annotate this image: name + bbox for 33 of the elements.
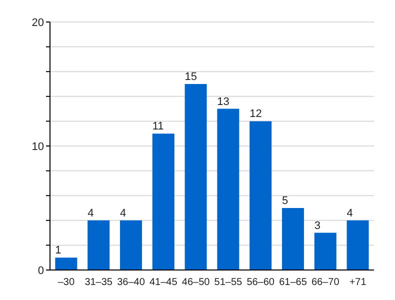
x-tick-label: 61–65 [279,277,308,288]
y-tick-label: 10 [32,140,44,153]
data-label: 4 [346,207,353,220]
data-label: 12 [250,108,262,120]
data-label: 11 [152,120,164,133]
x-tick-label: 56–60 [246,277,275,288]
bar [152,134,174,270]
x-tick-label: 51–55 [214,277,243,288]
data-label: 1 [55,244,62,257]
data-label: 13 [217,96,230,108]
x-tick-label: 31–35 [84,277,113,288]
data-label: 4 [88,207,94,220]
bar [184,84,207,270]
data-label: 4 [120,207,126,220]
bar [250,121,272,270]
bar [314,232,336,270]
data-label: 5 [282,195,288,207]
bar [120,220,142,270]
data-label: 3 [314,220,321,232]
y-tick-label: 0 [38,264,44,277]
bar [346,220,369,270]
x-tick-label: –30 [58,277,75,288]
x-tick-label: 36–40 [117,277,146,288]
x-tick-label: 46–50 [182,277,210,288]
x-tick-label: 41–45 [149,277,178,288]
bar [217,108,240,270]
y-tick-label: 20 [32,16,44,29]
x-tick-label: +71 [349,277,367,288]
data-label: 15 [184,71,198,83]
bar [55,258,78,270]
bar [282,208,304,270]
x-tick-label: 66–70 [311,277,340,288]
bar [88,220,110,270]
